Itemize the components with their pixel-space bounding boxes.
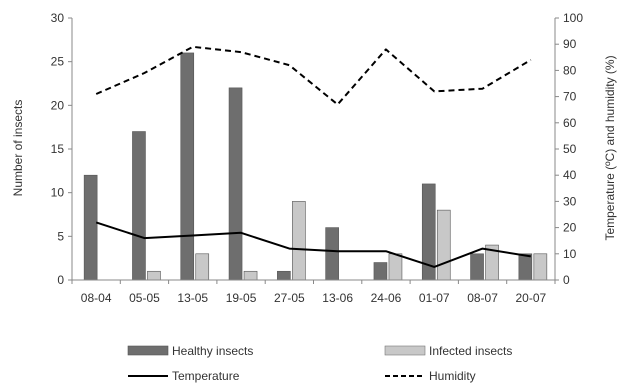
bar-healthy xyxy=(277,270,291,281)
y2-tick-label: 50 xyxy=(563,142,577,156)
bar-healthy xyxy=(132,131,146,281)
y2-tick-label: 70 xyxy=(563,90,577,104)
x-tick-label: 24-06 xyxy=(371,291,402,305)
bar-healthy xyxy=(83,174,98,281)
legend: Healthy insects Infected insects Tempera… xyxy=(127,344,512,383)
y2-tick-label: 20 xyxy=(563,221,577,235)
y2-tick-label: 100 xyxy=(563,11,583,25)
y2-tick-label: 10 xyxy=(563,247,577,261)
x-tick-label: 19-05 xyxy=(226,291,257,305)
series-line-temperature xyxy=(95,221,531,268)
x-axis-ticks: 08-04 05-05 13-05 19-05 27-05 13-06 24-06 01-07… xyxy=(71,280,556,305)
legend-swatch-infected xyxy=(384,345,426,356)
y2-tick-label: 80 xyxy=(563,63,577,77)
y2-tick-label: 30 xyxy=(563,194,577,208)
bar-infected xyxy=(195,253,210,281)
y2-tick-label: 90 xyxy=(563,37,577,51)
y2-tick-label: 0 xyxy=(563,273,570,287)
x-tick-label: 13-05 xyxy=(177,291,208,305)
y-tick-label: 25 xyxy=(51,55,65,69)
legend-label-humidity: Humidity xyxy=(429,369,476,383)
y2-tick-label: 60 xyxy=(563,116,577,130)
legend-label-infected: Infected insects xyxy=(429,344,512,358)
x-tick-label: 08-04 xyxy=(81,291,112,305)
bar-infected xyxy=(533,253,548,281)
legend-swatch-healthy xyxy=(127,345,169,356)
bar-infected xyxy=(388,253,403,281)
bar-infected xyxy=(436,209,451,281)
bar-healthy xyxy=(228,87,243,281)
bar-healthy xyxy=(470,253,484,281)
y2-axis-ticks: 0 10 20 30 40 50 60 70 80 90 100 xyxy=(555,11,583,287)
bars xyxy=(83,52,548,281)
x-tick-label: 20-07 xyxy=(515,291,546,305)
bar-infected xyxy=(147,270,161,281)
legend-label-temperature: Temperature xyxy=(172,369,240,383)
x-tick-label: 01-07 xyxy=(419,291,450,305)
bar-healthy xyxy=(180,52,195,281)
bar-healthy xyxy=(373,262,388,281)
y-axis-title: Number of insects xyxy=(11,100,25,197)
x-tick-label: 05-05 xyxy=(129,291,160,305)
y2-axis-title: Temperature (ºC) and humidity (%) xyxy=(603,55,617,240)
x-tick-label: 13-06 xyxy=(322,291,353,305)
y-tick-label: 5 xyxy=(57,229,64,243)
y-tick-label: 30 xyxy=(51,11,65,25)
y-tick-label: 20 xyxy=(51,98,65,112)
y-tick-label: 15 xyxy=(51,142,65,156)
y2-tick-label: 40 xyxy=(563,168,577,182)
lines xyxy=(95,45,532,268)
legend-label-healthy: Healthy insects xyxy=(172,344,253,358)
y-tick-label: 10 xyxy=(51,186,65,200)
y-axis-ticks: 0 5 10 15 20 25 30 xyxy=(51,11,72,287)
bar-infected xyxy=(243,270,258,281)
series-line-humidity xyxy=(95,45,532,106)
bar-healthy xyxy=(325,227,339,281)
y-tick-label: 0 xyxy=(57,273,64,287)
bar-healthy xyxy=(518,253,533,281)
bar-infected xyxy=(292,201,306,281)
x-tick-label: 08-07 xyxy=(467,291,498,305)
x-tick-label: 27-05 xyxy=(274,291,305,305)
